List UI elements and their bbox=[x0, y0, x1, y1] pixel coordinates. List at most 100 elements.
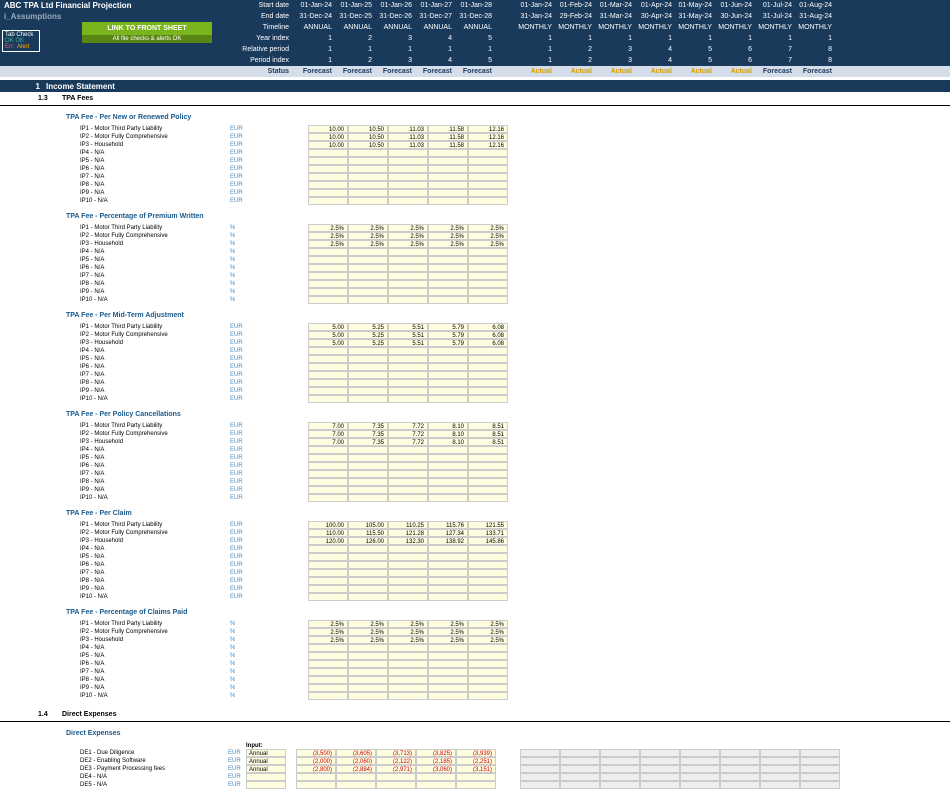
data-cell[interactable] bbox=[308, 561, 348, 569]
data-cell[interactable]: 2.5% bbox=[348, 628, 388, 636]
expense-cell[interactable] bbox=[296, 781, 336, 789]
data-cell[interactable] bbox=[388, 553, 428, 561]
data-cell[interactable] bbox=[388, 684, 428, 692]
data-cell[interactable]: 105.00 bbox=[348, 521, 388, 529]
data-cell[interactable] bbox=[428, 684, 468, 692]
data-cell[interactable]: 2.5% bbox=[468, 224, 508, 232]
data-cell[interactable] bbox=[348, 288, 388, 296]
data-cell[interactable]: 127.34 bbox=[428, 529, 468, 537]
data-cell[interactable] bbox=[428, 644, 468, 652]
data-cell[interactable] bbox=[468, 256, 508, 264]
data-cell[interactable] bbox=[468, 149, 508, 157]
data-cell[interactable] bbox=[468, 446, 508, 454]
frequency-cell[interactable]: Annual bbox=[246, 749, 286, 757]
data-cell[interactable] bbox=[348, 462, 388, 470]
data-cell[interactable] bbox=[348, 470, 388, 478]
monthly-cell[interactable] bbox=[800, 781, 840, 789]
data-cell[interactable] bbox=[348, 379, 388, 387]
data-cell[interactable]: 11.58 bbox=[428, 133, 468, 141]
data-cell[interactable] bbox=[468, 553, 508, 561]
monthly-cell[interactable] bbox=[760, 781, 800, 789]
data-cell[interactable] bbox=[468, 668, 508, 676]
data-cell[interactable]: 7.72 bbox=[388, 422, 428, 430]
data-cell[interactable] bbox=[308, 248, 348, 256]
data-cell[interactable] bbox=[468, 478, 508, 486]
data-cell[interactable]: 5.25 bbox=[348, 339, 388, 347]
data-cell[interactable] bbox=[308, 355, 348, 363]
expense-cell[interactable]: (3,713) bbox=[376, 749, 416, 757]
data-cell[interactable]: 11.03 bbox=[388, 133, 428, 141]
data-cell[interactable] bbox=[428, 652, 468, 660]
data-cell[interactable]: 2.5% bbox=[308, 620, 348, 628]
data-cell[interactable]: 6.08 bbox=[468, 339, 508, 347]
data-cell[interactable] bbox=[388, 446, 428, 454]
expense-cell[interactable]: (2,800) bbox=[296, 765, 336, 773]
data-cell[interactable] bbox=[388, 347, 428, 355]
data-cell[interactable] bbox=[428, 446, 468, 454]
data-cell[interactable] bbox=[348, 387, 388, 395]
data-cell[interactable] bbox=[388, 355, 428, 363]
data-cell[interactable]: 5.25 bbox=[348, 323, 388, 331]
monthly-cell[interactable] bbox=[720, 757, 760, 765]
monthly-cell[interactable] bbox=[800, 765, 840, 773]
monthly-cell[interactable] bbox=[800, 757, 840, 765]
data-cell[interactable]: 120.00 bbox=[308, 537, 348, 545]
expense-cell[interactable]: (2,251) bbox=[456, 757, 496, 765]
data-cell[interactable]: 7.72 bbox=[388, 430, 428, 438]
data-cell[interactable] bbox=[308, 363, 348, 371]
data-cell[interactable] bbox=[428, 157, 468, 165]
data-cell[interactable] bbox=[388, 593, 428, 601]
data-cell[interactable]: 100.00 bbox=[308, 521, 348, 529]
monthly-cell[interactable] bbox=[640, 773, 680, 781]
data-cell[interactable]: 2.5% bbox=[468, 620, 508, 628]
data-cell[interactable] bbox=[468, 387, 508, 395]
data-cell[interactable] bbox=[348, 577, 388, 585]
data-cell[interactable] bbox=[388, 585, 428, 593]
data-cell[interactable] bbox=[468, 454, 508, 462]
data-cell[interactable]: 12.16 bbox=[468, 125, 508, 133]
data-cell[interactable] bbox=[308, 545, 348, 553]
data-cell[interactable] bbox=[308, 577, 348, 585]
data-cell[interactable] bbox=[468, 157, 508, 165]
data-cell[interactable] bbox=[428, 470, 468, 478]
monthly-cell[interactable] bbox=[760, 765, 800, 773]
monthly-cell[interactable] bbox=[640, 749, 680, 757]
data-cell[interactable]: 8.10 bbox=[428, 438, 468, 446]
expense-cell[interactable]: (2,884) bbox=[336, 765, 376, 773]
data-cell[interactable] bbox=[388, 668, 428, 676]
data-cell[interactable] bbox=[388, 256, 428, 264]
data-cell[interactable] bbox=[388, 248, 428, 256]
expense-cell[interactable] bbox=[416, 773, 456, 781]
data-cell[interactable] bbox=[308, 446, 348, 454]
data-cell[interactable] bbox=[428, 248, 468, 256]
data-cell[interactable] bbox=[308, 676, 348, 684]
expense-cell[interactable] bbox=[376, 781, 416, 789]
data-cell[interactable]: 2.5% bbox=[348, 232, 388, 240]
data-cell[interactable] bbox=[308, 288, 348, 296]
data-cell[interactable]: 10.00 bbox=[308, 125, 348, 133]
data-cell[interactable] bbox=[468, 248, 508, 256]
data-cell[interactable] bbox=[468, 545, 508, 553]
data-cell[interactable]: 10.00 bbox=[308, 133, 348, 141]
data-cell[interactable] bbox=[348, 569, 388, 577]
data-cell[interactable] bbox=[348, 173, 388, 181]
data-cell[interactable] bbox=[428, 296, 468, 304]
monthly-cell[interactable] bbox=[600, 765, 640, 773]
data-cell[interactable] bbox=[308, 478, 348, 486]
data-cell[interactable] bbox=[388, 272, 428, 280]
data-cell[interactable]: 2.5% bbox=[308, 628, 348, 636]
data-cell[interactable] bbox=[308, 379, 348, 387]
data-cell[interactable] bbox=[348, 553, 388, 561]
data-cell[interactable]: 11.03 bbox=[388, 141, 428, 149]
data-cell[interactable] bbox=[388, 569, 428, 577]
expense-cell[interactable]: (2,185) bbox=[416, 757, 456, 765]
data-cell[interactable] bbox=[388, 379, 428, 387]
data-cell[interactable]: 121.28 bbox=[388, 529, 428, 537]
monthly-cell[interactable] bbox=[640, 765, 680, 773]
frequency-cell[interactable]: Annual bbox=[246, 757, 286, 765]
data-cell[interactable] bbox=[428, 395, 468, 403]
data-cell[interactable] bbox=[348, 494, 388, 502]
data-cell[interactable] bbox=[388, 676, 428, 684]
data-cell[interactable] bbox=[388, 280, 428, 288]
data-cell[interactable]: 11.03 bbox=[388, 125, 428, 133]
